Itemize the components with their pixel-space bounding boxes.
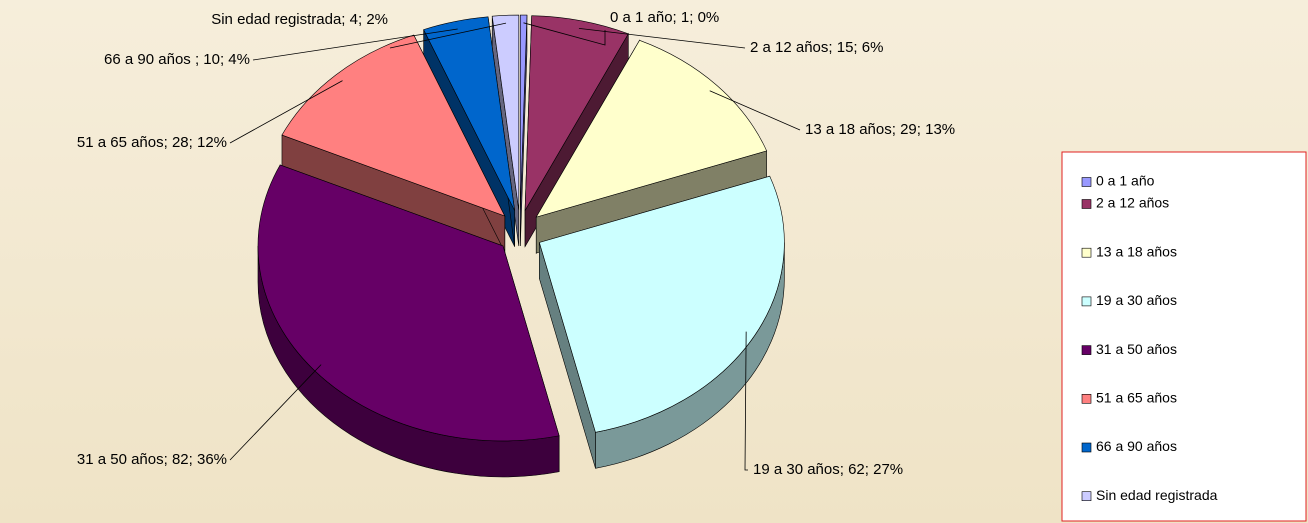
leader-line [229, 364, 322, 461]
legend-label: 2 a 12 años [1096, 195, 1169, 211]
leader-line [523, 22, 606, 46]
slice [423, 16, 515, 211]
legend-label: 31 a 50 años [1096, 341, 1177, 357]
legend-swatch [1081, 491, 1092, 502]
data-label: 2 a 12 años; 15; 6% [750, 39, 883, 56]
data-label: 0 a 1 año; 1; 0% [610, 9, 719, 26]
legend-swatch [1081, 199, 1092, 209]
slice [535, 39, 768, 218]
slice [519, 14, 528, 211]
data-label: 66 a 90 años ; 10; 4% [104, 51, 250, 68]
legend-swatch [1081, 442, 1092, 453]
legend-label: Sin edad registrada [1096, 487, 1218, 503]
slice [257, 164, 560, 442]
legend: 0 a 1 año 2 a 12 años 13 a 18 años 19 a 30 … [1081, 173, 1218, 503]
leader-line [389, 22, 507, 49]
slice [491, 14, 520, 211]
legend-label: 13 a 18 años [1096, 243, 1177, 259]
data-label: Sin edad registrada; 4; 2% [211, 11, 388, 28]
slice [524, 15, 629, 211]
leader-line [744, 331, 748, 471]
leader-line [229, 80, 343, 144]
legend-label: 19 a 30 años [1096, 292, 1177, 308]
legend-label: 0 a 1 año [1096, 173, 1155, 189]
legend-swatch [1081, 177, 1092, 187]
data-label: 51 a 65 años; 28; 12% [77, 134, 227, 151]
legend-label: 66 a 90 años [1096, 438, 1177, 454]
data-label: 19 a 30 años; 62; 27% [753, 461, 903, 478]
data-label: 31 a 50 años; 82; 36% [77, 451, 227, 468]
slice [281, 34, 506, 217]
leader-line [252, 28, 458, 61]
legend-box [1061, 151, 1307, 522]
legend-swatch [1081, 296, 1092, 307]
legend-label: 51 a 65 años [1096, 390, 1177, 406]
data-label: 13 a 18 años; 29; 13% [805, 121, 955, 138]
legend-swatch [1081, 345, 1092, 355]
legend-swatch [1081, 247, 1092, 258]
slice [538, 175, 785, 433]
leader-line [709, 90, 801, 131]
leader-line [578, 27, 746, 49]
legend-swatch [1081, 393, 1092, 404]
